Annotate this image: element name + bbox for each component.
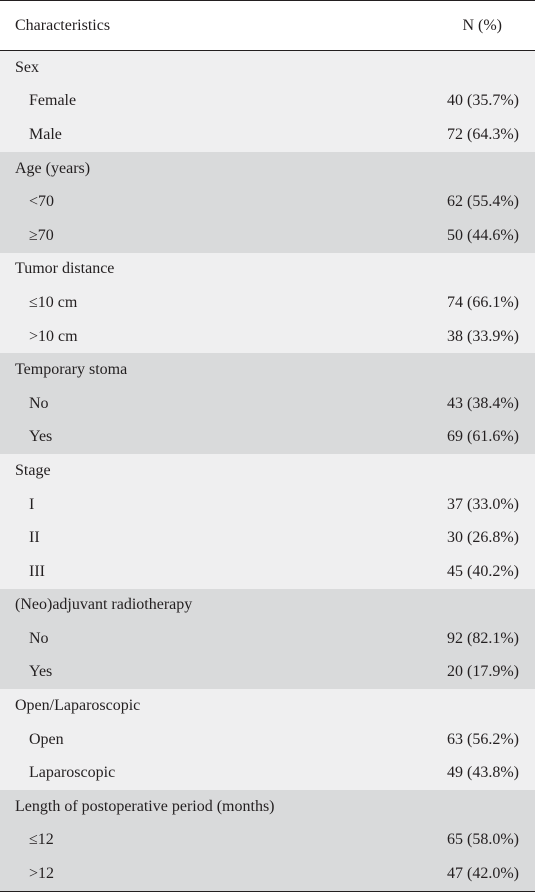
- table-row: >12 47 (42.0%): [0, 857, 535, 891]
- table-row: No 92 (82.1%): [0, 622, 535, 656]
- row-value: 47 (42.0%): [447, 865, 519, 883]
- table-row: <70 62 (55.4%): [0, 185, 535, 219]
- group-title: (Neo)adjuvant radiotherapy: [15, 596, 193, 614]
- group-title-row: Length of postoperative period (months): [0, 790, 535, 824]
- group-title: Sex: [15, 58, 39, 76]
- row-label: I: [29, 495, 35, 513]
- row-value: 72 (64.3%): [447, 125, 519, 143]
- row-label: II: [29, 529, 40, 547]
- table-group: Sex Female 40 (35.7%) Male 72 (64.3%): [0, 51, 535, 152]
- row-value: 43 (38.4%): [447, 394, 519, 412]
- table-group: Length of postoperative period (months) ≤…: [0, 790, 535, 891]
- group-title-row: Temporary stoma: [0, 353, 535, 387]
- group-title: Stage: [15, 461, 51, 479]
- row-label: No: [29, 629, 49, 647]
- row-value: 20 (17.9%): [447, 663, 519, 681]
- table-row: III 45 (40.2%): [0, 555, 535, 589]
- group-title-row: Age (years): [0, 152, 535, 186]
- row-value: 40 (35.7%): [447, 92, 519, 110]
- row-value: 69 (61.6%): [447, 428, 519, 446]
- group-title: Tumor distance: [15, 260, 115, 278]
- row-label: Yes: [29, 428, 53, 446]
- group-title-row: Tumor distance: [0, 253, 535, 287]
- row-label: <70: [29, 193, 55, 211]
- row-label: Yes: [29, 663, 53, 681]
- row-value: 45 (40.2%): [447, 562, 519, 580]
- table-group: Open/Laparoscopic Open 63 (56.2%) Laparosco…: [0, 689, 535, 791]
- row-value: 30 (26.8%): [447, 529, 519, 547]
- table-row: Male 72 (64.3%): [0, 118, 535, 152]
- table-group: Stage I 37 (33.0%) II 30 (26.8%) III 45 (40.2%…: [0, 454, 535, 589]
- row-value: 38 (33.9%): [447, 327, 519, 345]
- row-label: Male: [29, 125, 62, 143]
- table-row: >10 cm 38 (33.9%): [0, 320, 535, 354]
- row-value: 37 (33.0%): [447, 495, 519, 513]
- group-title-row: Sex: [0, 51, 535, 85]
- row-label: Female: [29, 92, 77, 110]
- row-label: Open: [29, 730, 64, 748]
- group-title: Temporary stoma: [15, 361, 128, 379]
- table-row: Yes 20 (17.9%): [0, 656, 535, 690]
- table-row: Yes 69 (61.6%): [0, 421, 535, 455]
- group-title: Age (years): [15, 159, 91, 177]
- row-value: 50 (44.6%): [447, 226, 519, 244]
- table-header: Characteristics N (%): [0, 1, 535, 51]
- row-label: >10 cm: [29, 327, 78, 345]
- group-title: Open/Laparoscopic: [15, 697, 141, 715]
- table-row: ≤10 cm 74 (66.1%): [0, 286, 535, 320]
- table-group: Temporary stoma No 43 (38.4%) Yes 69 (61.6%): [0, 353, 535, 455]
- group-title-row: Open/Laparoscopic: [0, 689, 535, 723]
- table-row: ≥70 50 (44.6%): [0, 219, 535, 253]
- row-label: ≥70: [29, 226, 54, 244]
- table-row: Open 63 (56.2%): [0, 723, 535, 757]
- row-label: No: [29, 394, 49, 412]
- row-value: 49 (43.8%): [447, 764, 519, 782]
- table-body: Sex Female 40 (35.7%) Male 72 (64.3%) Age (ye…: [0, 51, 535, 891]
- header-n-percent: N (%): [462, 16, 502, 34]
- table-row: No 43 (38.4%): [0, 387, 535, 421]
- group-title-row: (Neo)adjuvant radiotherapy: [0, 589, 535, 623]
- table-row: I 37 (33.0%): [0, 488, 535, 522]
- table-row: Laparoscopic 49 (43.8%): [0, 756, 535, 790]
- header-characteristics: Characteristics: [15, 16, 111, 34]
- group-title: Length of postoperative period (months): [15, 797, 275, 815]
- table-row: II 30 (26.8%): [0, 521, 535, 555]
- table-row: Female 40 (35.7%): [0, 85, 535, 119]
- table-row: ≤12 65 (58.0%): [0, 824, 535, 858]
- row-label: >12: [29, 865, 55, 883]
- row-value: 74 (66.1%): [447, 293, 519, 311]
- row-label: III: [29, 562, 45, 580]
- row-value: 92 (82.1%): [447, 629, 519, 647]
- row-label: Laparoscopic: [29, 764, 116, 782]
- row-value: 63 (56.2%): [447, 730, 519, 748]
- table-group: Age (years) <70 62 (55.4%) ≥70 50 (44.6%): [0, 151, 535, 253]
- row-label: ≤12: [29, 831, 54, 849]
- row-label: ≤10 cm: [29, 293, 78, 311]
- table-group: (Neo)adjuvant radiotherapy No 92 (82.1%) Ye…: [0, 588, 535, 690]
- group-title-row: Stage: [0, 454, 535, 488]
- row-value: 62 (55.4%): [447, 193, 519, 211]
- table-group: Tumor distance ≤10 cm 74 (66.1%) >10 cm 38 (…: [0, 252, 535, 354]
- row-value: 65 (58.0%): [447, 831, 519, 849]
